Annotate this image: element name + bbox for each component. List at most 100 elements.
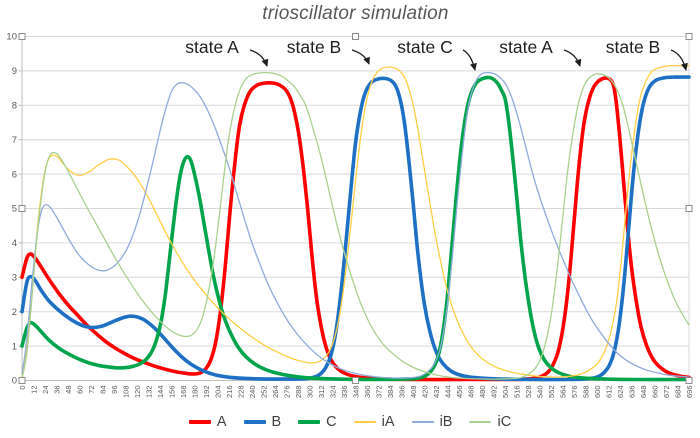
x-tick-label: 540 <box>535 386 544 399</box>
selection-handle[interactable] <box>18 205 26 212</box>
x-tick-label: 336 <box>340 386 349 399</box>
x-tick-label: 264 <box>271 386 280 399</box>
y-tick-label: 5 <box>12 204 17 215</box>
chart-title[interactable]: trioscillator simulation <box>262 3 449 24</box>
x-tick-label: 12 <box>29 386 38 394</box>
legend-label-iB: iB <box>439 414 453 430</box>
annotation-label-1[interactable]: state B <box>287 37 341 57</box>
series-iB-line[interactable] <box>21 71 690 379</box>
y-tick-label: 10 <box>6 32 17 43</box>
series-iA-line[interactable] <box>21 64 690 378</box>
legend-item-iA[interactable]: iA <box>353 414 395 430</box>
x-tick-label: 132 <box>144 386 153 399</box>
x-tick-label: 516 <box>512 386 521 399</box>
x-tick-label: 252 <box>259 386 268 399</box>
legend-marker-B <box>243 420 266 424</box>
y-tick-label: 2 <box>12 307 17 318</box>
x-tick-label: 372 <box>374 386 383 399</box>
x-tick-label: 552 <box>547 386 556 399</box>
x-tick-label: 624 <box>616 386 625 399</box>
x-tick-label: 96 <box>110 386 119 394</box>
y-tick-label: 8 <box>12 101 17 112</box>
annotation-label-0[interactable]: state A <box>185 37 239 57</box>
annotation-arrow-0 <box>249 49 269 67</box>
x-tick-label: 456 <box>455 386 464 399</box>
x-tick-label: 144 <box>156 386 165 399</box>
selection-handle[interactable] <box>352 33 359 40</box>
legend-item-B[interactable]: B <box>243 414 282 430</box>
x-tick-label: 480 <box>478 386 487 399</box>
legend-item-iB[interactable]: iB <box>411 414 453 430</box>
y-tick-label: 6 <box>12 169 17 180</box>
x-tick-label: 576 <box>570 386 579 399</box>
legend-label-iC: iC <box>497 414 512 430</box>
x-tick-label: 492 <box>489 386 498 399</box>
x-tick-label: 180 <box>190 386 199 399</box>
legend-marker-C <box>298 420 321 424</box>
annotation-label-3[interactable]: state A <box>499 37 553 57</box>
x-tick-label: 288 <box>294 386 303 399</box>
selection-handle[interactable] <box>685 377 693 384</box>
x-tick-label: 348 <box>351 386 360 399</box>
selection-handle[interactable] <box>18 33 26 40</box>
legend-item-A[interactable]: A <box>188 414 227 430</box>
legend-label-B: B <box>271 414 282 430</box>
annotation-arrow-1 <box>351 49 370 65</box>
x-tick-label: 204 <box>213 386 222 399</box>
x-tick-label: 420 <box>420 386 429 399</box>
x-tick-label: 84 <box>98 386 107 394</box>
series-A-line[interactable] <box>20 76 691 382</box>
annotation-arrow-4 <box>670 49 688 71</box>
x-tick-label: 48 <box>64 386 73 394</box>
x-tick-label: 228 <box>236 386 245 399</box>
annotation-label-4[interactable]: state B <box>606 37 660 57</box>
x-tick-label: 636 <box>627 386 636 399</box>
x-tick-label: 408 <box>409 386 418 399</box>
y-tick-label: 4 <box>12 238 17 249</box>
x-tick-label: 276 <box>282 386 291 399</box>
x-tick-label: 36 <box>52 386 61 394</box>
selection-handle[interactable] <box>352 377 359 384</box>
x-tick-label: 156 <box>167 386 176 399</box>
x-tick-label: 504 <box>501 386 510 399</box>
x-tick-label: 360 <box>363 386 372 399</box>
x-tick-label: 432 <box>432 386 441 399</box>
x-tick-label: 168 <box>179 386 188 399</box>
selection-handle[interactable] <box>18 377 26 384</box>
x-tick-label: 0 <box>18 386 27 390</box>
x-tick-label: 660 <box>650 386 659 399</box>
x-tick-label: 564 <box>558 386 567 399</box>
x-tick-label: 108 <box>121 386 130 399</box>
annotation-arrow-2 <box>462 49 477 71</box>
y-tick-label: 3 <box>12 273 17 284</box>
x-tick-label: 588 <box>581 386 590 399</box>
legend-item-C[interactable]: C <box>298 414 337 430</box>
legend-marker-iA <box>353 421 376 423</box>
x-tick-label: 60 <box>75 386 84 394</box>
selection-handle[interactable] <box>685 33 693 40</box>
y-tick-label: 0 <box>12 376 17 387</box>
y-tick-label: 1 <box>12 341 17 352</box>
selection-handle[interactable] <box>685 205 693 212</box>
legend-label-A: A <box>216 414 227 430</box>
series-B-line[interactable] <box>20 75 691 382</box>
x-tick-label: 240 <box>248 386 257 399</box>
annotation-arrow-3 <box>563 49 582 67</box>
legend-item-iC[interactable]: iC <box>469 414 511 430</box>
series-C-line[interactable] <box>20 75 691 382</box>
x-tick-label: 312 <box>317 386 326 399</box>
x-tick-label: 684 <box>673 386 682 399</box>
legend-marker-A <box>188 420 211 424</box>
y-tick-label: 9 <box>12 66 17 77</box>
series-iC-line[interactable] <box>21 71 690 380</box>
x-tick-label: 672 <box>662 386 671 399</box>
annotation-label-2[interactable]: state C <box>397 37 452 57</box>
x-tick-label: 468 <box>466 386 475 399</box>
x-tick-label: 192 <box>202 386 211 399</box>
x-tick-label: 72 <box>87 386 96 394</box>
x-tick-label: 612 <box>604 386 613 399</box>
legend-marker-iB <box>411 421 434 423</box>
